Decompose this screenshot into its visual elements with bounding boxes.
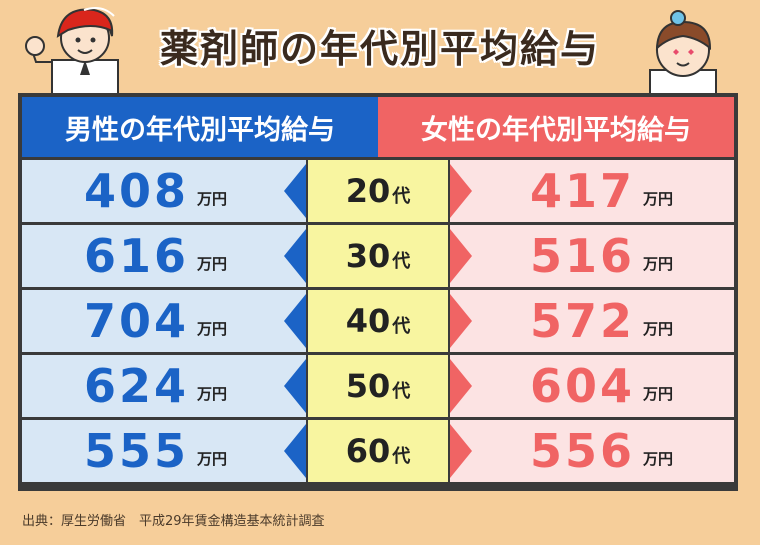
unit-label: 万円 bbox=[643, 319, 674, 338]
male-salary: 555 bbox=[84, 424, 190, 478]
left-arrow-icon bbox=[284, 164, 306, 218]
female-cell: 516 万円 bbox=[450, 225, 734, 287]
unit-label: 万円 bbox=[197, 384, 228, 403]
right-arrow-icon bbox=[450, 294, 472, 348]
male-salary: 704 bbox=[84, 294, 190, 348]
male-cell: 555 万円 bbox=[22, 420, 306, 482]
female-salary: 516 bbox=[530, 229, 636, 283]
unit-label: 万円 bbox=[197, 254, 228, 273]
left-arrow-icon bbox=[284, 229, 306, 283]
unit-label: 万円 bbox=[643, 254, 674, 273]
male-cell: 624 万円 bbox=[22, 355, 306, 417]
female-salary: 417 bbox=[530, 164, 636, 218]
left-arrow-icon bbox=[284, 294, 306, 348]
age-number: 50 bbox=[345, 367, 391, 405]
table-row: 616 万円 30 代 516 万円 bbox=[22, 225, 734, 287]
left-arrow-icon bbox=[284, 424, 306, 478]
unit-label: 万円 bbox=[197, 319, 228, 338]
female-cell: 604 万円 bbox=[450, 355, 734, 417]
age-suffix: 代 bbox=[392, 446, 411, 467]
male-salary: 408 bbox=[84, 164, 190, 218]
age-cell: 30 代 bbox=[308, 225, 448, 287]
female-salary: 604 bbox=[530, 359, 636, 413]
age-cell: 40 代 bbox=[308, 290, 448, 352]
table-row: 624 万円 50 代 604 万円 bbox=[22, 355, 734, 417]
table-row: 555 万円 60 代 556 万円 bbox=[22, 420, 734, 482]
female-cell: 556 万円 bbox=[450, 420, 734, 482]
age-suffix: 代 bbox=[392, 186, 411, 207]
right-arrow-icon bbox=[450, 359, 472, 413]
age-cell: 20 代 bbox=[308, 160, 448, 222]
source-note: 出典：厚生労働省 平成29年賃金構造基本統計調査 bbox=[22, 514, 325, 529]
age-number: 20 bbox=[345, 172, 391, 210]
male-cell: 704 万円 bbox=[22, 290, 306, 352]
table-row: 408 万円 20 代 417 万円 bbox=[22, 160, 734, 222]
age-cell: 60 代 bbox=[308, 420, 448, 482]
male-cell: 616 万円 bbox=[22, 225, 306, 287]
female-cell: 417 万円 bbox=[450, 160, 734, 222]
unit-label: 万円 bbox=[643, 449, 674, 468]
age-cell: 50 代 bbox=[308, 355, 448, 417]
female-cell: 572 万円 bbox=[450, 290, 734, 352]
male-cell: 408 万円 bbox=[22, 160, 306, 222]
female-salary: 556 bbox=[530, 424, 636, 478]
age-suffix: 代 bbox=[392, 316, 411, 337]
male-pharmacist-icon bbox=[25, 7, 119, 95]
right-arrow-icon bbox=[450, 229, 472, 283]
male-header: 男性の年代別平均給与 bbox=[22, 97, 378, 157]
male-salary: 616 bbox=[84, 229, 190, 283]
unit-label: 万円 bbox=[197, 189, 228, 208]
female-salary: 572 bbox=[530, 294, 636, 348]
male-salary: 624 bbox=[84, 359, 190, 413]
female-header: 女性の年代別平均給与 bbox=[378, 97, 734, 157]
age-suffix: 代 bbox=[392, 381, 411, 402]
unit-label: 万円 bbox=[643, 384, 674, 403]
age-number: 30 bbox=[345, 237, 391, 275]
table-row: 704 万円 40 代 572 万円 bbox=[22, 290, 734, 352]
page-title: 薬剤師の年代別平均給与 bbox=[159, 27, 600, 71]
salary-table: 男性の年代別平均給与 女性の年代別平均給与 408 万円 20 代 417 万円… bbox=[18, 93, 738, 491]
age-number: 40 bbox=[345, 302, 391, 340]
left-arrow-icon bbox=[284, 359, 306, 413]
unit-label: 万円 bbox=[197, 449, 228, 468]
age-number: 60 bbox=[345, 432, 391, 470]
age-suffix: 代 bbox=[392, 251, 411, 272]
unit-label: 万円 bbox=[643, 189, 674, 208]
right-arrow-icon bbox=[450, 164, 472, 218]
right-arrow-icon bbox=[450, 424, 472, 478]
